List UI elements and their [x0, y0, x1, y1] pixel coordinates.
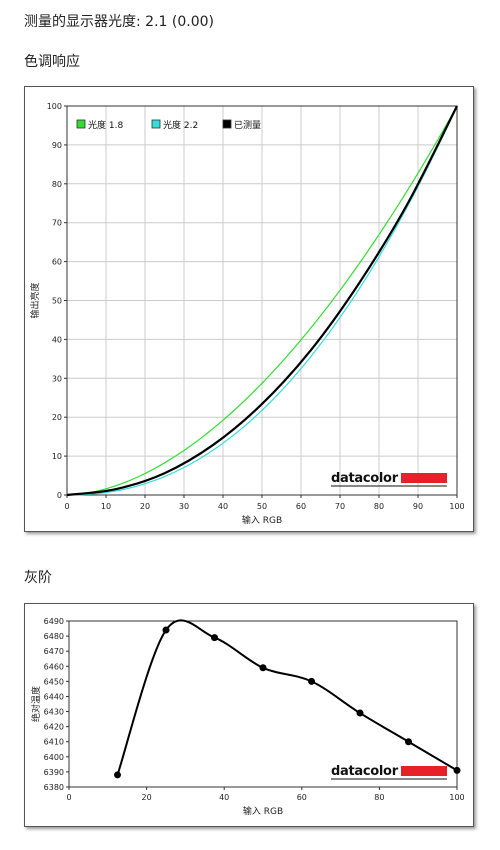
y-tick-label: 6480: [44, 632, 64, 641]
y-tick-label: 10: [52, 452, 62, 461]
y-tick-label: 6470: [44, 647, 64, 656]
gamma-heading: 测量的显示器光度: 2.1 (0.00): [24, 11, 214, 31]
x-tick-label: 40: [219, 793, 229, 802]
y-tick-label: 6490: [44, 617, 64, 626]
y-tick-label: 50: [52, 297, 62, 306]
grayscale-chart-frame: 0 20 40 60 80 100 6380 6390 6400 6410 6420 6430 6440…: [24, 603, 474, 827]
x-tick-label: 20: [142, 793, 152, 802]
data-point: [405, 738, 412, 746]
x-tick-label: 100: [449, 502, 464, 511]
data-point: [114, 771, 121, 779]
legend-swatch: [151, 119, 161, 129]
x-tick-label: 20: [140, 502, 150, 511]
datacolor-logo-text: datacolor: [331, 764, 399, 779]
y-tick-label: 6430: [44, 708, 64, 717]
legend-label: 光度 2.2: [163, 119, 198, 131]
plot-area: [68, 620, 458, 788]
y-tick-label: 90: [52, 141, 62, 150]
tone-response-chart: 0 10 20 30 40 50 60 70 80 90 100 0 10 20 30 40 50 60 70 80 9…: [29, 102, 465, 526]
y-tick-label: 20: [52, 413, 62, 422]
data-point: [356, 709, 364, 717]
x-tick-label: 100: [449, 793, 464, 802]
y-tick-label: 6410: [44, 738, 64, 747]
y-tick-label: 40: [52, 335, 62, 344]
y-tick-label: 6380: [44, 783, 64, 792]
x-tick-label: 30: [179, 502, 189, 511]
series-line-gamma-2-2: [66, 105, 458, 496]
grayscale-title: 灰阶: [24, 570, 52, 586]
datacolor-logo-bar: [401, 473, 447, 483]
x-tick-label: 0: [66, 793, 71, 802]
x-tick-label: 40: [218, 502, 228, 511]
datacolor-logo-bar: [401, 766, 447, 776]
y-tick-label: 30: [52, 374, 62, 383]
datacolor-logo-text: datacolor: [331, 471, 399, 486]
y-tick-label: 6450: [44, 677, 64, 686]
x-tick-label: 0: [64, 502, 69, 511]
tone-response-title: 色调响应: [24, 54, 80, 70]
y-tick-label: 70: [52, 219, 62, 228]
grayscale-chart: 0 20 40 60 80 100 6380 6390 6400 6410 6420 6430 6440…: [30, 617, 465, 817]
tone-response-chart-frame: 0 10 20 30 40 50 60 70 80 90 100 0 10 20 30 40 50 60 70 80 9…: [24, 86, 474, 532]
legend-label: 已测量: [234, 120, 261, 131]
y-tick-label: 6390: [44, 768, 64, 777]
series-line-gamma-1-8: [66, 105, 458, 496]
x-tick-label: 50: [257, 502, 267, 511]
y-tick-label: 0: [57, 491, 62, 500]
y-tick-label: 6400: [44, 753, 64, 762]
x-tick-label: 70: [335, 502, 345, 511]
x-axis-label: 输入 RGB: [243, 805, 283, 817]
gamma-label: 测量的显示器光度:: [24, 14, 141, 30]
x-tick-label: 60: [297, 793, 307, 802]
y-tick-label: 80: [52, 180, 62, 189]
gamma-value: 2.1 (0.00): [145, 14, 214, 30]
data-point: [453, 766, 461, 774]
legend-swatch: [76, 119, 86, 129]
y-tick-label: 6460: [44, 662, 64, 671]
x-tick-label: 80: [374, 502, 384, 511]
x-tick-label: 10: [101, 502, 111, 511]
data-point: [308, 677, 315, 685]
y-axis-label: 绝对温度: [30, 686, 42, 722]
x-axis-label: 输入 RGB: [242, 514, 282, 526]
series-line-temperature: [116, 619, 458, 776]
legend-swatch: [222, 119, 232, 129]
x-tick-label: 60: [296, 502, 306, 511]
x-tick-label: 80: [374, 793, 384, 802]
data-point: [259, 664, 267, 672]
data-point: [211, 634, 218, 642]
data-point: [162, 626, 170, 634]
y-tick-label: 6440: [44, 692, 64, 701]
plot-area: [66, 105, 458, 496]
y-tick-label: 100: [47, 102, 62, 111]
y-axis-label: 输出亮度: [29, 282, 41, 318]
y-tick-label: 60: [52, 258, 62, 267]
legend-label: 光度 1.8: [88, 119, 123, 131]
y-tick-label: 6420: [44, 723, 64, 732]
x-tick-label: 90: [413, 502, 423, 511]
series-line-measured: [66, 105, 458, 497]
